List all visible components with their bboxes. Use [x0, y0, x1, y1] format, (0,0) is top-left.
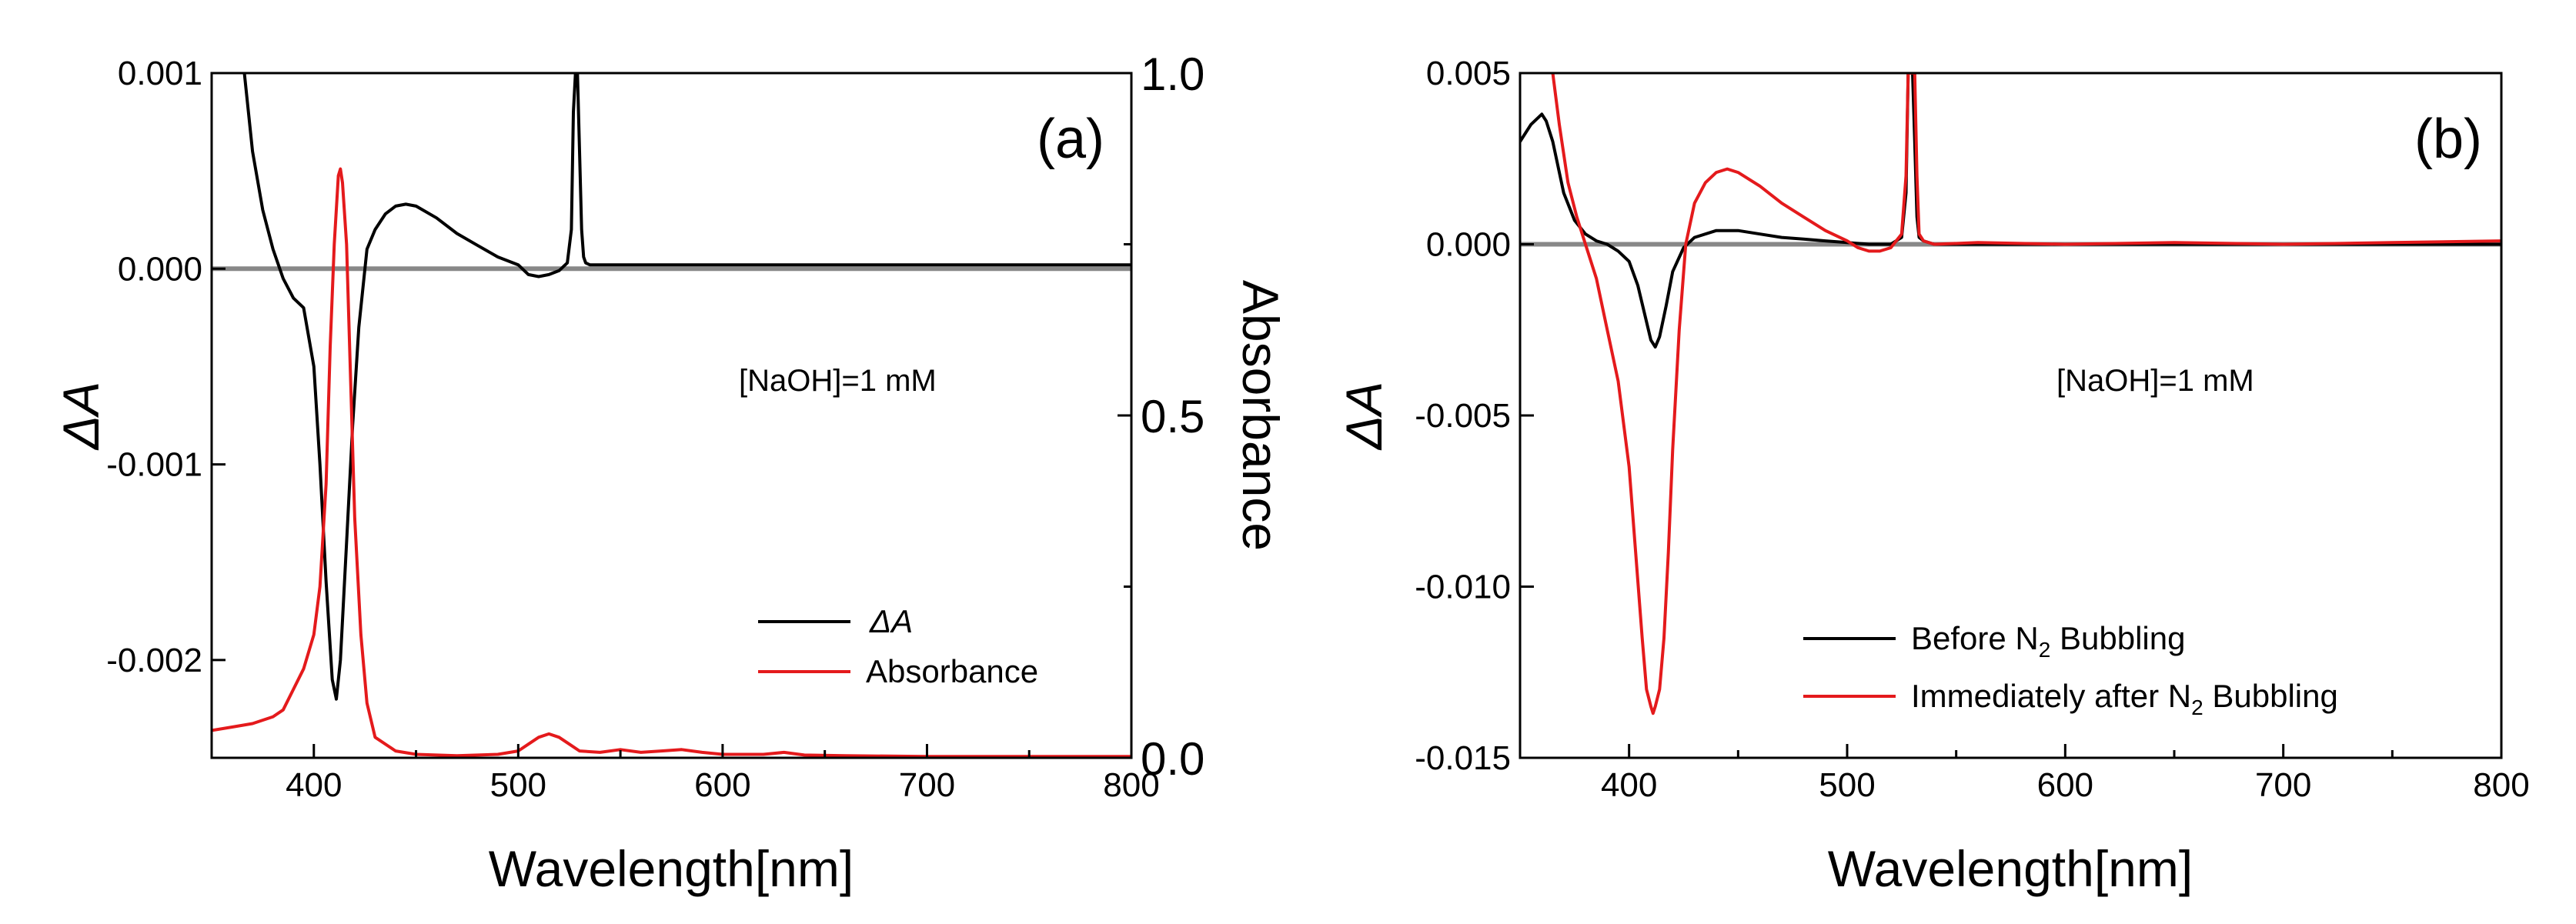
- panel-a-x-ticks: 400 500 600 700 800: [210, 744, 1160, 804]
- panel-b-y-tick-label: -0.015: [1415, 739, 1511, 777]
- panel-a: 400 500 600 700 800 0.001 0.000 -0.001 -0.002 1…: [52, 48, 1289, 897]
- panel-b-label: (b): [2414, 108, 2482, 170]
- panel-a-y-tick-label: 0.000: [118, 250, 202, 288]
- panel-a-series-0-line: [242, 73, 1131, 701]
- panel-b-y-ticks: 0.005 0.000 -0.005 -0.010 -0.015: [1415, 55, 1534, 777]
- panel-a-label: (a): [1037, 108, 1104, 170]
- panel-b-x-tick-label: 700: [2255, 766, 2311, 804]
- panel-b-y-tick-label: -0.010: [1415, 569, 1511, 606]
- legend-label-after: Immediately after N2 Bubbling: [1911, 678, 2338, 719]
- panel-b-plot-area: [1520, 73, 2501, 716]
- panel-b-x-axis-title: Wavelength[nm]: [1828, 840, 2193, 897]
- panel-b-y-tick-label: -0.005: [1415, 397, 1511, 435]
- panel-b: 400 500 600 700 800 0.005 0.000 -0.005 -0.010 -0…: [1335, 55, 2530, 897]
- panel-b-x-tick-label: 400: [1601, 766, 1657, 804]
- panel-b-legend: Before N2 Bubbling Immediately after N2 …: [1803, 620, 2338, 719]
- panel-a-x-tick-label: 400: [286, 766, 342, 804]
- panel-a-y-tick-label: 0.001: [118, 55, 202, 92]
- panel-a-x-tick-label: 500: [490, 766, 546, 804]
- panel-a-y-right-tick-label: 0.0: [1141, 733, 1204, 785]
- panel-a-annotation: [NaOH]=1 mM: [739, 364, 937, 398]
- panel-a-legend: ΔA Absorbance: [758, 603, 1038, 689]
- panel-a-x-tick-label: 800: [1103, 766, 1159, 804]
- panel-a-x-tick-label: 600: [694, 766, 750, 804]
- panel-b-x-tick-label: 800: [2473, 766, 2529, 804]
- panel-a-y-right-ticks: 1.0 0.5 0.0: [1118, 48, 1204, 785]
- panel-a-series-1-line: [212, 167, 1131, 758]
- panel-a-y-axis-title: ΔA: [52, 382, 109, 451]
- panel-a-y-right-axis-title: Absorbance: [1232, 280, 1289, 551]
- panel-b-series-1-line: [1551, 73, 2501, 716]
- panel-b-annotation: [NaOH]=1 mM: [2056, 364, 2254, 398]
- panel-a-x-tick-label: 700: [899, 766, 955, 804]
- panel-b-x-ticks: 400 500 600 700 800: [1519, 744, 2530, 804]
- panel-a-y-tick-label: -0.002: [106, 642, 202, 679]
- panel-a-x-axis-title: Wavelength[nm]: [489, 840, 854, 897]
- panel-a-y-ticks: 0.001 0.000 -0.001 -0.002: [106, 55, 226, 679]
- panel-b-x-tick-label: 500: [1819, 766, 1875, 804]
- panel-b-series-0-line: [1520, 73, 2501, 349]
- panel-a-plot-area: [212, 73, 1131, 758]
- panel-b-y-tick-label: 0.005: [1426, 55, 1511, 92]
- legend-label-before: Before N2 Bubbling: [1911, 620, 2185, 662]
- panel-a-y-right-tick-label: 1.0: [1141, 48, 1204, 100]
- legend-label-absorbance: Absorbance: [866, 653, 1038, 689]
- legend-label-delta-a: ΔA: [869, 603, 913, 639]
- panel-b-y-tick-label: 0.000: [1426, 226, 1511, 264]
- panel-a-y-tick-label: -0.001: [106, 446, 202, 484]
- panel-b-y-axis-title: ΔA: [1335, 382, 1392, 451]
- panel-a-y-right-tick-label: 0.5: [1141, 391, 1204, 442]
- panel-b-x-tick-label: 600: [2037, 766, 2093, 804]
